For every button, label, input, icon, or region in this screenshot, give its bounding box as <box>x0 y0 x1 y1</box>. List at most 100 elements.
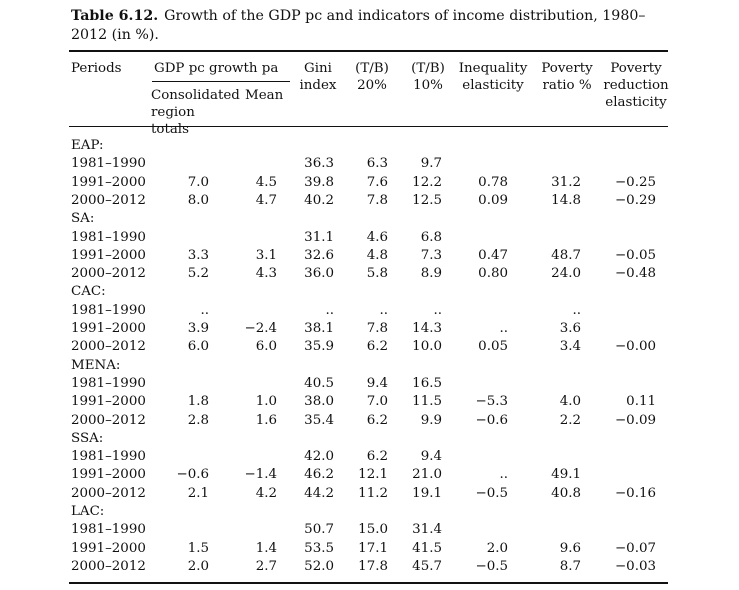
gini-cell: 32.6 <box>304 247 334 263</box>
cons-cell: .. <box>200 302 209 318</box>
caption-label: Table 6.12. <box>71 8 159 24</box>
region-label: SA: <box>71 211 95 227</box>
mean-cell: 2.7 <box>255 558 277 574</box>
header-mean: Mean <box>245 88 284 103</box>
tb10-cell: 9.7 <box>420 156 442 172</box>
tb10-cell: .. <box>433 302 442 318</box>
period-cell: 1981–1990 <box>71 449 146 465</box>
tb20-cell: 4.6 <box>366 229 388 245</box>
mean-cell: 1.4 <box>255 540 277 556</box>
header-gini: Gini index <box>299 61 337 93</box>
red-cell: −0.16 <box>614 485 656 501</box>
tb20-cell: 7.8 <box>366 321 388 336</box>
header-tb20: (T/B) 20% <box>355 61 389 93</box>
red-cell: −0.03 <box>614 558 656 574</box>
period-cell: 1981–1990 <box>71 375 146 391</box>
pov-cell: 24.0 <box>551 266 581 282</box>
mean-cell: 4.2 <box>255 485 277 501</box>
period-cell: 2000–2012 <box>71 485 146 501</box>
ineq-cell: −5.3 <box>475 394 508 410</box>
ineq-cell: −0.5 <box>475 485 508 501</box>
ineq-cell: 2.0 <box>486 540 508 556</box>
region-label: MENA: <box>71 357 121 373</box>
tb20-cell: 6.2 <box>366 449 388 465</box>
mean-cell: 1.0 <box>255 394 277 410</box>
tb10-cell: 9.4 <box>420 449 442 465</box>
tb10-cell: 45.7 <box>412 558 442 574</box>
pov-cell: 2.2 <box>559 412 581 428</box>
pov-cell: 31.2 <box>551 174 581 190</box>
period-cell: 1991–2000 <box>71 394 146 410</box>
header-gdp-group: GDP pc growth pa <box>154 61 279 76</box>
gini-cell: 35.9 <box>304 339 334 355</box>
red-cell: −0.29 <box>614 192 656 208</box>
mean-cell: −1.4 <box>244 467 277 483</box>
period-cell: 1981–1990 <box>71 522 146 538</box>
cons-cell: 2.0 <box>187 558 209 574</box>
mean-cell: −2.4 <box>244 321 277 336</box>
period-cell: 1981–1990 <box>71 156 146 172</box>
cons-cell: 3.9 <box>187 321 209 336</box>
pov-cell: 48.7 <box>551 247 581 263</box>
region-label: SSA: <box>71 430 104 446</box>
gini-cell: .. <box>325 302 334 318</box>
tb10-cell: 11.5 <box>412 394 442 410</box>
tb20-cell: 7.6 <box>366 174 388 190</box>
gini-cell: 36.3 <box>304 156 334 172</box>
tb20-cell: 6.2 <box>366 412 388 428</box>
gini-cell: 53.5 <box>304 540 334 556</box>
tb20-cell: 15.0 <box>358 522 388 538</box>
tb20-cell: 12.1 <box>358 467 388 483</box>
region-label: EAP: <box>71 138 104 153</box>
gini-cell: 44.2 <box>304 485 334 501</box>
tb20-cell: 6.2 <box>366 339 388 355</box>
gini-cell: 39.8 <box>304 174 334 190</box>
tb10-cell: 19.1 <box>412 485 442 501</box>
tb20-cell: 7.8 <box>366 192 388 208</box>
header-tb10: (T/B) 10% <box>411 61 445 93</box>
pov-cell: 49.1 <box>551 467 581 483</box>
tb20-cell: 17.1 <box>358 540 388 556</box>
tb10-cell: 8.9 <box>420 266 442 282</box>
ineq-cell: 0.78 <box>478 174 508 190</box>
bottom-rule <box>69 582 668 584</box>
cons-cell: 3.3 <box>187 247 209 263</box>
period-cell: 1991–2000 <box>71 540 146 556</box>
ineq-cell: −0.6 <box>475 412 508 428</box>
gini-cell: 40.2 <box>304 192 334 208</box>
ineq-cell: 0.47 <box>478 247 508 263</box>
red-cell: −0.25 <box>614 174 656 190</box>
cons-cell: 2.8 <box>187 412 209 428</box>
mean-cell: 3.1 <box>255 247 277 263</box>
tb10-cell: 12.2 <box>412 174 442 190</box>
period-cell: 1991–2000 <box>71 247 146 263</box>
tb10-cell: 41.5 <box>412 540 442 556</box>
red-cell: −0.05 <box>614 247 656 263</box>
header-rule <box>69 126 668 127</box>
period-cell: 1981–1990 <box>71 302 146 318</box>
cons-cell: 1.8 <box>187 394 209 410</box>
cons-cell: 6.0 <box>187 339 209 355</box>
period-cell: 1991–2000 <box>71 467 146 483</box>
tb10-cell: 9.9 <box>420 412 442 428</box>
pov-cell: 14.8 <box>551 192 581 208</box>
red-cell: −0.09 <box>614 412 656 428</box>
pov-cell: 3.6 <box>559 321 581 336</box>
tb10-cell: 14.3 <box>412 321 442 336</box>
gini-cell: 50.7 <box>304 522 334 538</box>
tb20-cell: 5.8 <box>366 266 388 282</box>
period-cell: 2000–2012 <box>71 412 146 428</box>
red-cell: 0.11 <box>626 394 656 410</box>
table-caption: Table 6.12. Growth of the GDP pc and indi… <box>71 7 681 45</box>
pov-cell: 9.6 <box>559 540 581 556</box>
ineq-cell: −0.5 <box>475 558 508 574</box>
cons-cell: 1.5 <box>187 540 209 556</box>
pov-cell: 3.4 <box>559 339 581 355</box>
header-periods: Periods <box>71 61 122 76</box>
header-poverty-ratio: Poverty ratio % <box>541 61 593 93</box>
ineq-cell: 0.80 <box>478 266 508 282</box>
cons-cell: 5.2 <box>187 266 209 282</box>
gini-cell: 38.0 <box>304 394 334 410</box>
header-poverty-reduction: Poverty reduction elasticity <box>603 61 669 110</box>
top-rule <box>69 50 668 52</box>
